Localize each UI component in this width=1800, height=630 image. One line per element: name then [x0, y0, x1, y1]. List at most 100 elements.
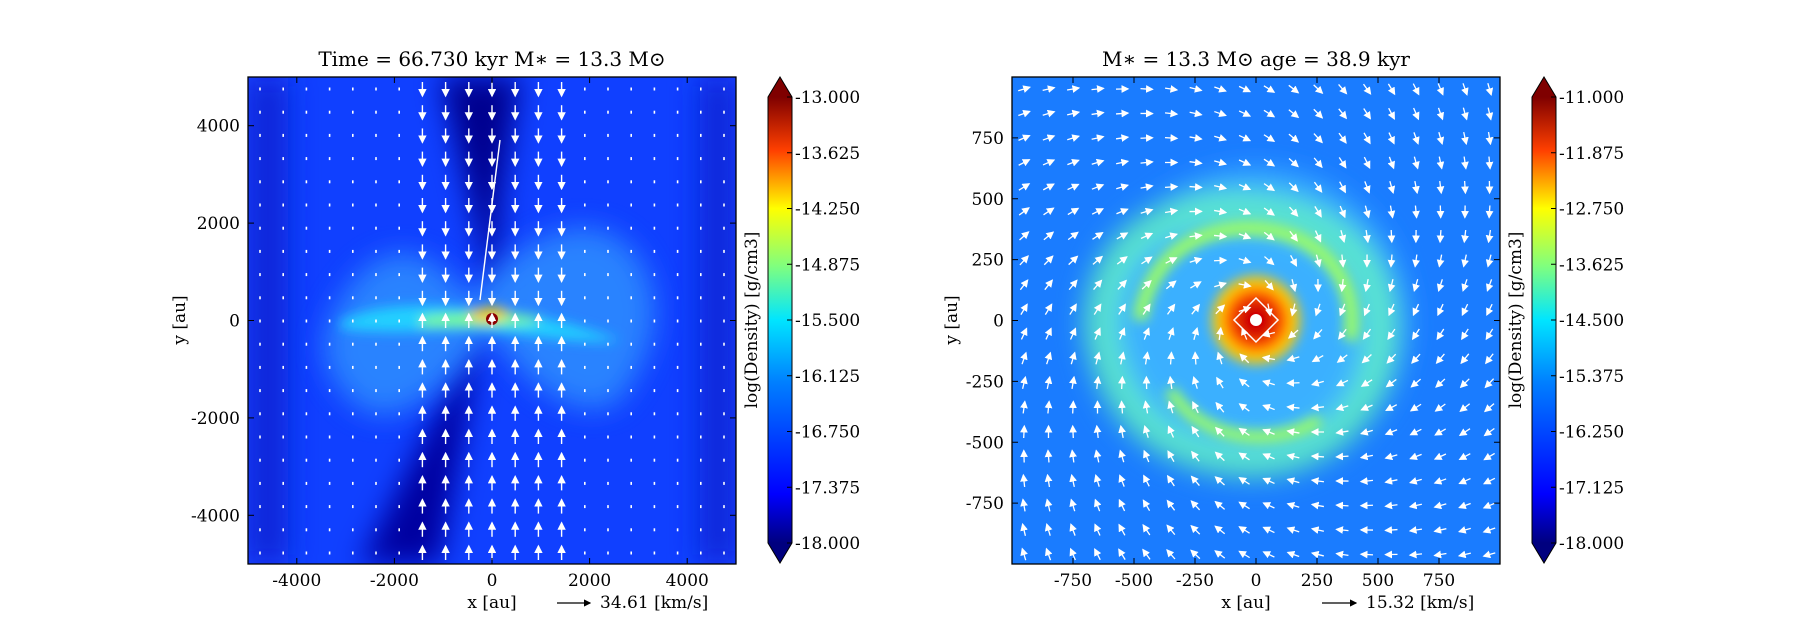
colorbar-tick-label: -14.875: [795, 255, 860, 275]
y-axis-label-2: y [au]: [942, 295, 962, 345]
velocity-arrow: [1482, 550, 1496, 559]
velocity-arrow: [1263, 183, 1276, 192]
velocity-arrow: [1387, 205, 1396, 219]
velocity-arrow: [1387, 83, 1396, 96]
velocity-arrow: [1069, 400, 1077, 414]
velocity-arrow: [1483, 452, 1495, 461]
velocity-arrow: [1338, 278, 1347, 293]
colorbar-tick-label: -16.125: [795, 367, 860, 387]
velocity-arrow: [1190, 500, 1201, 511]
velocity-arrow: [1190, 281, 1202, 289]
velocity-arrow: [1143, 449, 1151, 463]
velocity-arrow: [1164, 109, 1179, 118]
colorbar-tick-label: -13.000: [795, 88, 860, 108]
velocity-arrow: [1164, 85, 1179, 93]
velocity-arrow: [1214, 134, 1227, 142]
velocity-arrow: [1436, 279, 1445, 292]
velocity-arrow: [1409, 428, 1422, 436]
velocity-arrow: [1408, 526, 1423, 534]
velocity-arrow: [1141, 256, 1153, 265]
velocity-arrow: [1335, 526, 1349, 534]
velocity-arrow: [1461, 254, 1469, 268]
velocity-arrow: [1018, 134, 1031, 142]
velocity-arrow: [1167, 375, 1175, 390]
velocity-arrow: [1335, 452, 1349, 461]
velocity-arrow: [1238, 158, 1252, 166]
velocity-arrow: [1412, 180, 1420, 195]
velocity-arrow: [1189, 232, 1203, 240]
velocity-arrow: [1310, 526, 1325, 534]
velocity-arrow: [1020, 400, 1028, 414]
velocity-arrow: [1068, 279, 1078, 291]
velocity-arrow: [1338, 84, 1348, 95]
velocity-arrow: [1362, 328, 1372, 340]
velocity-arrow: [1461, 229, 1469, 244]
velocity-arrow: [1094, 548, 1102, 561]
colorbar-tick-label: -16.250: [1559, 423, 1624, 443]
velocity-arrow: [1167, 351, 1175, 365]
velocity-arrow: [1433, 452, 1447, 460]
velocity-arrow: [1067, 159, 1080, 167]
colorbar-tick-label: -13.625: [795, 144, 860, 164]
velocity-arrow: [1482, 477, 1496, 485]
velocity-arrow: [1116, 232, 1129, 240]
velocity-arrow: [1433, 477, 1447, 485]
x-tick-label: 4000: [666, 571, 709, 591]
velocity-arrow: [1457, 550, 1471, 559]
velocity-arrow: [1091, 85, 1105, 93]
velocity-arrow: [1387, 254, 1396, 268]
velocity-arrow: [1408, 501, 1423, 510]
velocity-arrow: [1313, 133, 1323, 144]
velocity-arrow: [1313, 329, 1323, 340]
velocity-arrow: [1338, 205, 1346, 219]
velocity-arrow: [1288, 206, 1299, 217]
velocity-arrow: [1142, 351, 1151, 365]
velocity-arrow: [1263, 231, 1275, 241]
velocity-arrow: [1020, 375, 1028, 389]
velocity-arrow: [1018, 159, 1031, 167]
x-tick-label: -750: [1054, 571, 1092, 591]
velocity-arrow: [1044, 523, 1053, 536]
velocity-arrow: [1091, 208, 1105, 216]
velocity-arrow: [1310, 452, 1325, 461]
colorbar-tick-label: -18.000: [795, 534, 860, 554]
velocity-arrow: [1338, 108, 1348, 120]
velocity-arrow: [1485, 156, 1494, 170]
velocity-arrow: [1410, 378, 1422, 388]
velocity-arrow: [1387, 181, 1396, 195]
velocity-arrow: [1189, 134, 1203, 142]
velocity-arrow: [1118, 303, 1126, 315]
velocity-arrow: [1238, 281, 1252, 289]
velocity-arrow: [1018, 183, 1031, 191]
density-map-1: [248, 77, 736, 564]
velocity-arrow: [1458, 477, 1471, 485]
velocity-arrow: [1091, 134, 1105, 142]
colorbar-ticks-2: -11.000 -11.875 -12.750 -13.625 -14.500 -15.3…: [1551, 88, 1624, 554]
velocity-arrow: [1460, 353, 1470, 365]
velocity-arrow: [1094, 498, 1102, 512]
velocity-arrow: [1288, 133, 1300, 143]
velocity-arrow: [1238, 183, 1252, 191]
colorbar-tick-label: -16.750: [795, 423, 860, 443]
velocity-arrow: [1020, 522, 1028, 536]
velocity-arrow: [1140, 158, 1154, 167]
colorbar-tick-label: -12.750: [1559, 200, 1624, 220]
colorbar-tick-label: -15.375: [1559, 367, 1624, 387]
velocity-arrow: [1214, 426, 1225, 437]
colorbar-tick-label: -13.625: [1559, 255, 1624, 275]
velocity-arrow: [1238, 550, 1250, 559]
velocity-arrow: [1140, 85, 1154, 93]
arrow-legend-label-1: 34.61 [km/s]: [600, 593, 708, 613]
velocity-arrow: [1238, 403, 1250, 412]
velocity-arrow: [1436, 156, 1445, 170]
velocity-arrow: [1069, 523, 1077, 536]
velocity-arrow: [1458, 428, 1471, 436]
velocity-arrow: [1238, 305, 1252, 314]
x-tick-label: -500: [1115, 571, 1153, 591]
velocity-arrow: [1408, 550, 1423, 559]
velocity-arrow: [1043, 255, 1054, 266]
velocity-arrow: [1118, 327, 1126, 340]
velocity-arrow: [1044, 279, 1054, 291]
velocity-arrow: [1118, 400, 1126, 414]
velocity-arrow: [1461, 328, 1469, 341]
